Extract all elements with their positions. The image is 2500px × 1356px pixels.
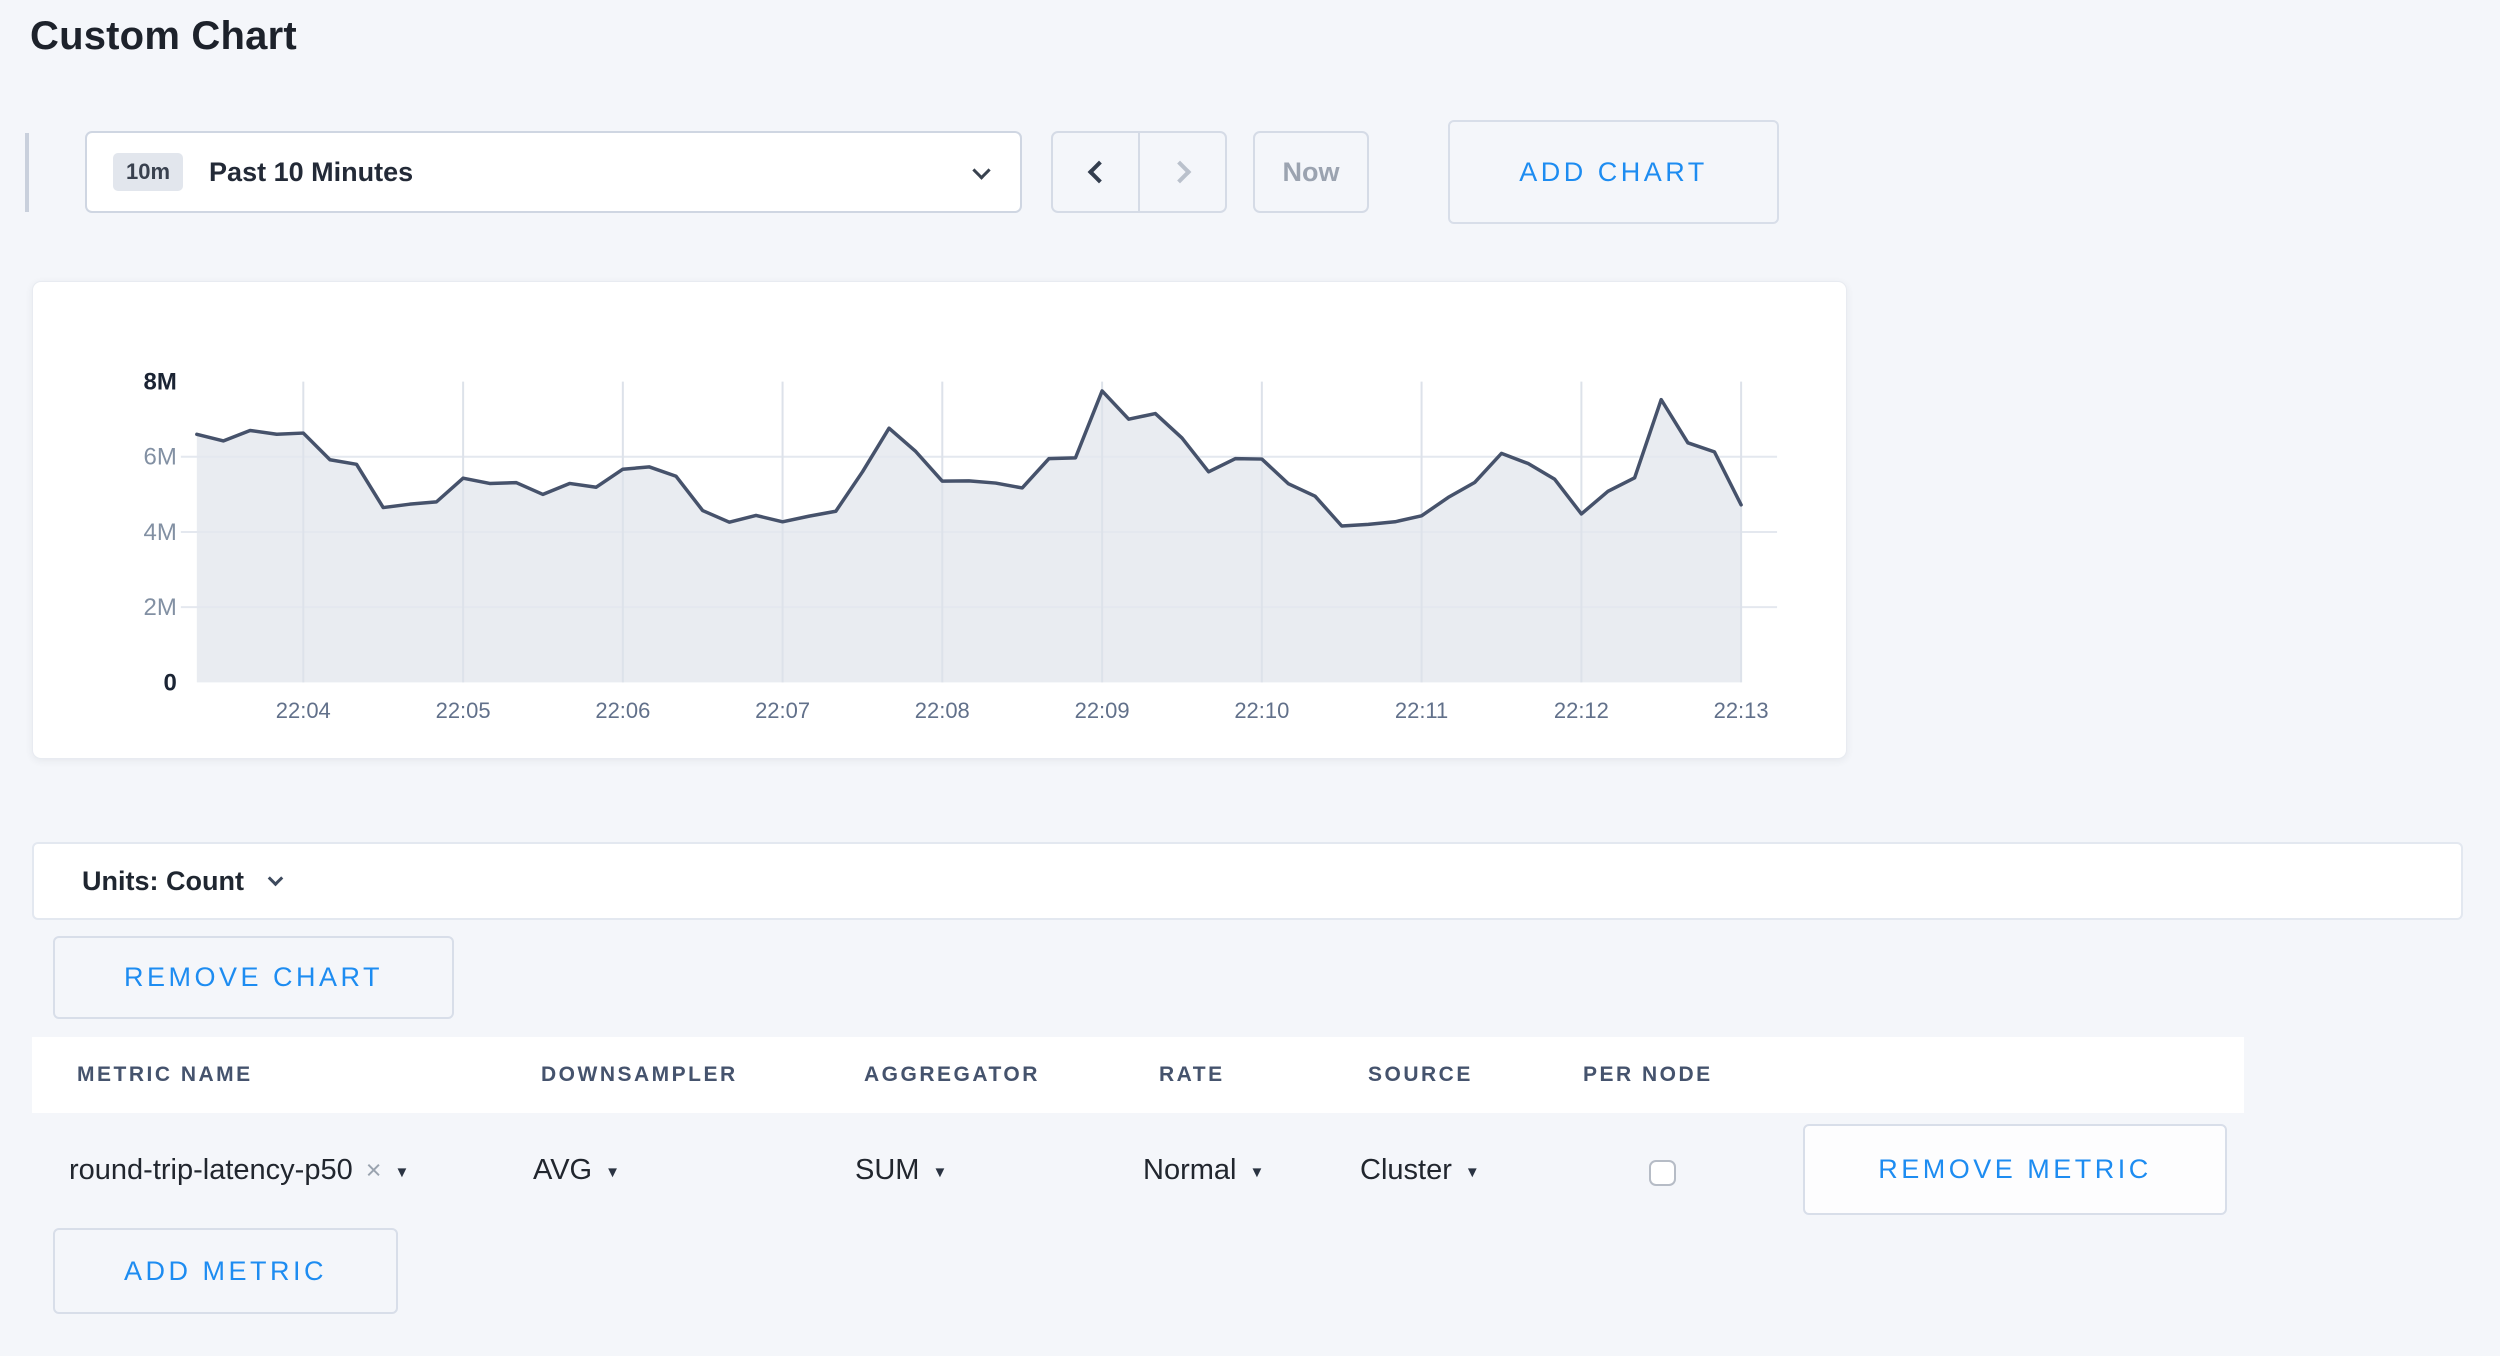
clear-metric-icon[interactable]: × (365, 1154, 382, 1185)
now-button[interactable]: Now (1253, 131, 1369, 213)
chevron-right-icon (1168, 160, 1191, 184)
units-label: Units: Count (82, 865, 244, 896)
metric-name-value: round-trip-latency-p50 (69, 1153, 353, 1186)
caret-down-icon: ▼ (932, 1163, 948, 1181)
col-metric-name: METRIC NAME (77, 1063, 253, 1086)
time-range-dropdown[interactable]: 10m Past 10 Minutes (85, 131, 1022, 213)
svg-text:22:04: 22:04 (276, 698, 331, 723)
col-rate: RATE (1159, 1063, 1225, 1086)
caret-down-icon: ▼ (394, 1163, 410, 1181)
rate-select[interactable]: Normal ▼ (1143, 1124, 1264, 1216)
svg-text:22:08: 22:08 (915, 698, 970, 723)
caret-down-icon: ▼ (1249, 1163, 1265, 1181)
svg-text:22:07: 22:07 (755, 698, 810, 723)
time-range-tick (25, 133, 29, 212)
aggregator-value: SUM (855, 1153, 920, 1186)
svg-text:0: 0 (164, 669, 177, 696)
source-value: Cluster (1360, 1153, 1452, 1186)
svg-text:22:11: 22:11 (1395, 698, 1448, 723)
svg-text:2M: 2M (144, 594, 177, 621)
caret-down-icon: ▼ (1464, 1163, 1480, 1181)
add-chart-button[interactable]: ADD CHART (1448, 120, 1779, 224)
svg-text:22:05: 22:05 (436, 698, 491, 723)
col-aggregator: AGGREGATOR (864, 1063, 1040, 1086)
svg-text:8M: 8M (144, 369, 177, 396)
units-dropdown[interactable]: Units: Count (32, 842, 2463, 920)
caret-down-icon: ▼ (605, 1163, 620, 1181)
metrics-table-header: METRIC NAME DOWNSAMPLER AGGREGATOR RATE … (32, 1037, 2244, 1113)
chevron-down-icon (267, 870, 284, 886)
remove-metric-button[interactable]: REMOVE METRIC (1803, 1124, 2227, 1215)
timeseries-chart[interactable]: 8M 6M 4M 2M 0 22:04 22:05 22:06 22:07 22:08 22:09 2… (33, 282, 1846, 758)
svg-text:4M: 4M (144, 519, 177, 546)
svg-text:22:09: 22:09 (1075, 698, 1130, 723)
time-pager (1051, 131, 1227, 213)
col-per-node: PER NODE (1583, 1063, 1713, 1086)
rate-value: Normal (1143, 1153, 1237, 1186)
downsampler-value: AVG (533, 1153, 593, 1186)
metric-name-select[interactable]: round-trip-latency-p50 × ▼ (69, 1124, 409, 1216)
aggregator-select[interactable]: SUM ▼ (855, 1124, 947, 1216)
svg-text:6M: 6M (144, 444, 177, 471)
svg-text:22:12: 22:12 (1554, 698, 1609, 723)
page-title: Custom Chart (30, 14, 297, 58)
time-range-label: Past 10 Minutes (209, 156, 414, 187)
downsampler-select[interactable]: AVG ▼ (533, 1124, 620, 1216)
next-time-button[interactable] (1140, 133, 1225, 211)
chevron-left-icon (1087, 160, 1110, 184)
svg-text:22:06: 22:06 (595, 698, 650, 723)
add-metric-button[interactable]: ADD METRIC (53, 1228, 398, 1314)
source-select[interactable]: Cluster ▼ (1360, 1124, 1480, 1216)
chevron-down-icon (972, 161, 991, 180)
per-node-checkbox[interactable] (1649, 1160, 1676, 1186)
remove-chart-button[interactable]: REMOVE CHART (53, 936, 454, 1019)
svg-text:22:10: 22:10 (1234, 698, 1289, 723)
svg-text:22:13: 22:13 (1714, 698, 1769, 723)
chart-card: 8M 6M 4M 2M 0 22:04 22:05 22:06 22:07 22:08 22:09 2… (32, 281, 1847, 759)
col-downsampler: DOWNSAMPLER (541, 1063, 738, 1086)
prev-time-button[interactable] (1053, 133, 1140, 211)
col-source: SOURCE (1368, 1063, 1473, 1086)
time-range-badge: 10m (113, 153, 184, 191)
